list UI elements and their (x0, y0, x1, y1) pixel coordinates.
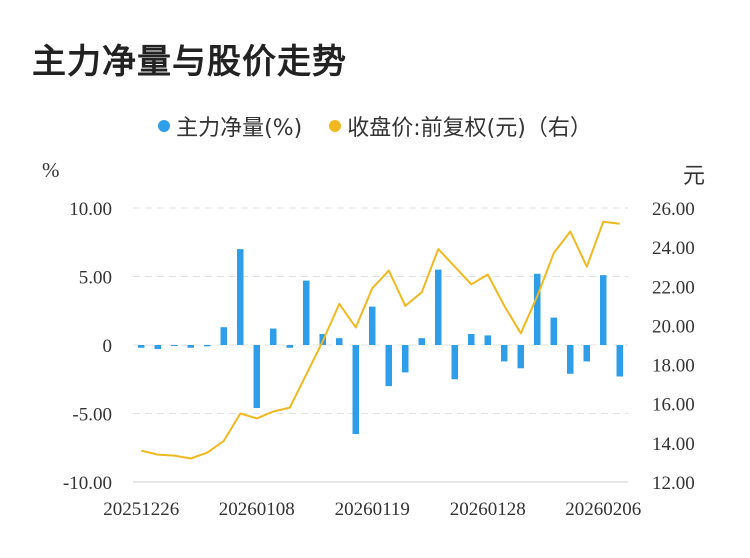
legend-item-net-volume[interactable]: 主力净量(%) (158, 110, 302, 142)
net-volume-bar (253, 345, 260, 409)
net-volume-bar (435, 269, 442, 345)
net-volume-bar (352, 345, 359, 435)
legend-bar-swatch-icon (158, 120, 171, 132)
net-volume-bar (220, 327, 227, 345)
x-tick-label: 20260206 (565, 499, 641, 520)
net-volume-bar (385, 345, 392, 387)
y-left-tick-label: -10.00 (63, 473, 112, 494)
net-volume-bar (336, 338, 343, 345)
net-volume-bar (583, 345, 590, 362)
net-volume-bar (501, 345, 508, 362)
net-volume-bar (451, 345, 458, 380)
y-right-tick-label: 26.00 (652, 199, 695, 220)
net-volume-bar (286, 345, 293, 348)
x-tick-label: 20260119 (335, 499, 410, 520)
left-axis-unit: % (42, 158, 60, 182)
y-right-tick-label: 14.00 (652, 434, 695, 455)
y-right-tick-label: 22.00 (652, 277, 695, 298)
legend-label-close-price: 收盘价:前复权(元)（右） (347, 116, 592, 141)
y-left-tick-label: 0 (103, 336, 113, 357)
net-volume-bar (567, 345, 574, 374)
net-volume-bar (600, 275, 607, 345)
x-tick-label: 20260108 (219, 499, 295, 520)
net-volume-bar (534, 273, 541, 345)
net-volume-bar (237, 249, 244, 345)
net-volume-bar (171, 345, 178, 346)
y-right-tick-label: 24.00 (652, 238, 695, 259)
chart-title: 主力净量与股价走势 (32, 42, 347, 82)
y-right-tick-label: 20.00 (652, 316, 695, 337)
legend-line-swatch-icon (329, 120, 342, 132)
legend-label-net-volume: 主力净量(%) (176, 116, 303, 141)
net-volume-bar (517, 345, 524, 369)
y-left-tick-label: 5.00 (79, 268, 112, 289)
y-right-tick-label: 12.00 (652, 473, 695, 494)
close-price-line (141, 220, 620, 460)
net-volume-bar (616, 345, 623, 377)
net-volume-bar (138, 345, 145, 348)
net-volume-bar (369, 306, 376, 345)
net-volume-bar (402, 345, 409, 373)
net-volume-bar (484, 335, 491, 345)
y-left-tick-label: -5.00 (72, 405, 112, 426)
net-volume-bar (550, 317, 557, 345)
y-right-tick-label: 16.00 (652, 395, 695, 416)
net-volume-bar (418, 338, 425, 345)
chart-legend: 主力净量(%) 收盘价:前复权(元)（右） (0, 110, 750, 142)
y-left-tick-label: 10.00 (69, 199, 112, 220)
net-volume-bar (468, 334, 475, 345)
x-tick-label: 20251226 (103, 499, 179, 520)
right-axis-unit: 元 (683, 164, 706, 189)
legend-item-close-price[interactable]: 收盘价:前复权(元)（右） (329, 110, 592, 142)
net-volume-bar (270, 328, 277, 345)
net-volume-bar (204, 345, 211, 347)
net-volume-bar (187, 345, 194, 348)
x-tick-label: 20260128 (450, 499, 526, 520)
net-volume-bar (154, 345, 161, 350)
y-right-tick-label: 18.00 (652, 356, 695, 377)
net-volume-bar (303, 280, 310, 345)
